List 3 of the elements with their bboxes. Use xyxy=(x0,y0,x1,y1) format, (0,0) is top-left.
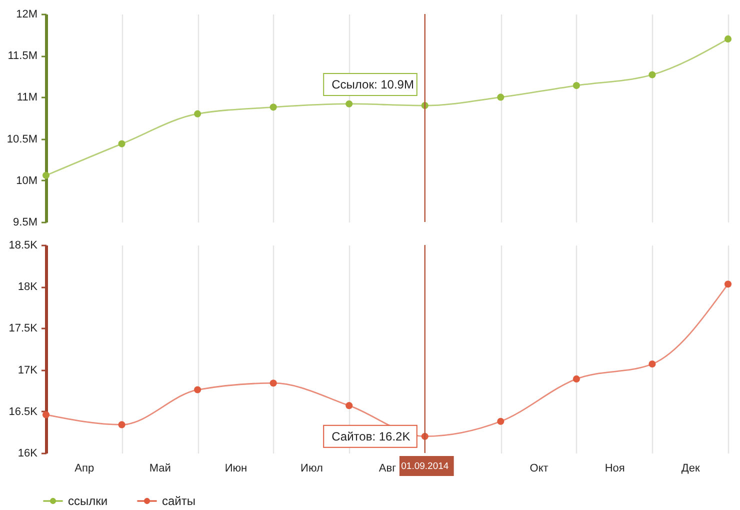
x-tick-label: Окт xyxy=(530,462,548,474)
x-tick-label: Дек xyxy=(681,462,700,474)
x-tick-label: Ноя xyxy=(604,462,625,474)
